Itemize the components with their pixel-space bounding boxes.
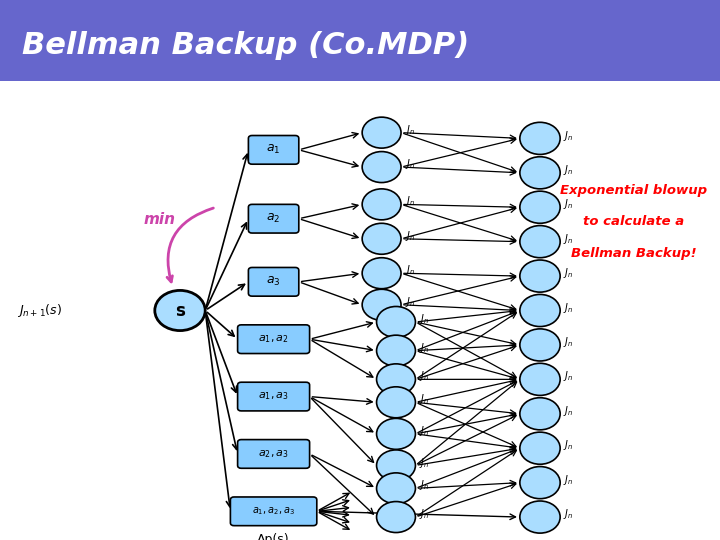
Circle shape bbox=[362, 152, 401, 183]
Text: $J_n$: $J_n$ bbox=[405, 194, 415, 208]
FancyBboxPatch shape bbox=[248, 136, 299, 164]
Circle shape bbox=[377, 502, 415, 532]
Text: min: min bbox=[144, 212, 176, 227]
Text: $a_1,a_2,a_3$: $a_1,a_2,a_3$ bbox=[252, 505, 295, 517]
Text: $J_n$: $J_n$ bbox=[405, 229, 415, 243]
Text: $a_2$: $a_2$ bbox=[266, 212, 281, 225]
Circle shape bbox=[520, 363, 560, 395]
Text: $J_n$: $J_n$ bbox=[563, 404, 573, 418]
Text: $J_{n+1}(s)$: $J_{n+1}(s)$ bbox=[17, 302, 62, 319]
Text: $a_1,a_3$: $a_1,a_3$ bbox=[258, 390, 289, 402]
Text: Bellman Backup (Co.MDP): Bellman Backup (Co.MDP) bbox=[22, 31, 469, 60]
Text: $J_n$: $J_n$ bbox=[419, 478, 429, 492]
Text: $J_n$: $J_n$ bbox=[405, 157, 415, 171]
Text: $J_n$: $J_n$ bbox=[419, 341, 429, 355]
Text: $J_n$: $J_n$ bbox=[563, 507, 573, 521]
Circle shape bbox=[362, 289, 401, 320]
Text: $J_n$: $J_n$ bbox=[563, 163, 573, 177]
Circle shape bbox=[520, 226, 560, 258]
Text: $J_n$: $J_n$ bbox=[419, 424, 429, 438]
FancyBboxPatch shape bbox=[248, 267, 299, 296]
Text: $J_n$: $J_n$ bbox=[419, 393, 429, 407]
FancyBboxPatch shape bbox=[238, 382, 310, 411]
Text: $J_n$: $J_n$ bbox=[405, 295, 415, 309]
Text: $J_n$: $J_n$ bbox=[419, 312, 429, 326]
Circle shape bbox=[520, 501, 560, 533]
Text: $J_n$: $J_n$ bbox=[563, 301, 573, 315]
Circle shape bbox=[377, 364, 415, 395]
Text: $J_n$: $J_n$ bbox=[563, 335, 573, 349]
Text: to calculate a: to calculate a bbox=[583, 215, 684, 228]
Circle shape bbox=[520, 467, 560, 499]
Text: Bellman Backup!: Bellman Backup! bbox=[571, 247, 696, 260]
Text: $J_n$: $J_n$ bbox=[563, 369, 573, 383]
Text: $a_3$: $a_3$ bbox=[266, 275, 281, 288]
Circle shape bbox=[377, 418, 415, 449]
FancyBboxPatch shape bbox=[248, 204, 299, 233]
Text: $J_n$: $J_n$ bbox=[563, 266, 573, 280]
Text: $J_n$: $J_n$ bbox=[405, 264, 415, 278]
FancyBboxPatch shape bbox=[230, 497, 317, 525]
Circle shape bbox=[362, 117, 401, 148]
Circle shape bbox=[520, 432, 560, 464]
Circle shape bbox=[377, 335, 415, 366]
Text: $J_n$: $J_n$ bbox=[563, 472, 573, 487]
Circle shape bbox=[377, 473, 415, 504]
Text: $a_1,a_2$: $a_1,a_2$ bbox=[258, 333, 289, 345]
Circle shape bbox=[520, 294, 560, 327]
Text: $J_n$: $J_n$ bbox=[419, 507, 429, 521]
FancyBboxPatch shape bbox=[238, 325, 310, 354]
Circle shape bbox=[362, 189, 401, 220]
Circle shape bbox=[377, 307, 415, 338]
Text: Ap(s): Ap(s) bbox=[257, 534, 290, 540]
Circle shape bbox=[362, 223, 401, 254]
Circle shape bbox=[520, 260, 560, 292]
Circle shape bbox=[362, 258, 401, 289]
Text: $J_n$: $J_n$ bbox=[419, 369, 429, 383]
FancyBboxPatch shape bbox=[238, 440, 310, 468]
Text: $J_n$: $J_n$ bbox=[405, 123, 415, 137]
Text: $J_n$: $J_n$ bbox=[419, 456, 429, 470]
Text: s: s bbox=[175, 301, 185, 320]
Text: $J_n$: $J_n$ bbox=[563, 438, 573, 453]
Circle shape bbox=[377, 450, 415, 481]
Circle shape bbox=[520, 329, 560, 361]
Text: Exponential blowup: Exponential blowup bbox=[560, 184, 707, 197]
Circle shape bbox=[377, 387, 415, 418]
Text: $J_n$: $J_n$ bbox=[563, 232, 573, 246]
Circle shape bbox=[520, 191, 560, 224]
Circle shape bbox=[520, 397, 560, 430]
Text: $a_2,a_3$: $a_2,a_3$ bbox=[258, 448, 289, 460]
Circle shape bbox=[520, 122, 560, 154]
Text: $J_n$: $J_n$ bbox=[563, 129, 573, 143]
Text: $J_n$: $J_n$ bbox=[563, 197, 573, 211]
Circle shape bbox=[520, 157, 560, 189]
Circle shape bbox=[155, 291, 205, 330]
Text: $a_1$: $a_1$ bbox=[266, 143, 281, 157]
